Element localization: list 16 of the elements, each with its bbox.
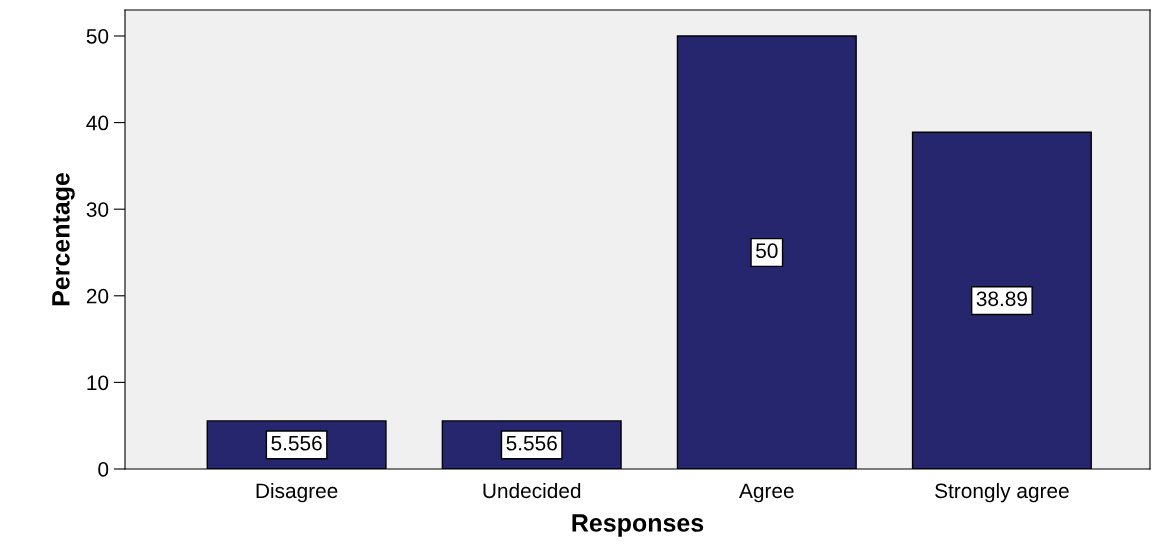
data-label: 38.89 — [976, 291, 1027, 307]
y-tick-label: 0 — [98, 462, 109, 477]
data-label: 5.556 — [506, 435, 557, 451]
y-tick-label: 30 — [86, 202, 109, 217]
y-axis-title: Percentage — [52, 172, 75, 306]
data-label: 50 — [756, 243, 778, 259]
y-tick-label: 40 — [86, 115, 109, 131]
x-tick-label: Disagree — [256, 482, 338, 503]
x-tick-label: Agree — [739, 483, 794, 503]
x-tick-label: Strongly agree — [935, 482, 1069, 503]
data-label: 5.556 — [271, 435, 322, 451]
y-tick-label: 20 — [86, 288, 109, 304]
x-axis-title: Responses — [572, 514, 704, 537]
y-tick-label: 50 — [86, 28, 109, 44]
y-tick-label: 10 — [87, 375, 109, 391]
x-tick-label: Undecided — [483, 482, 581, 499]
